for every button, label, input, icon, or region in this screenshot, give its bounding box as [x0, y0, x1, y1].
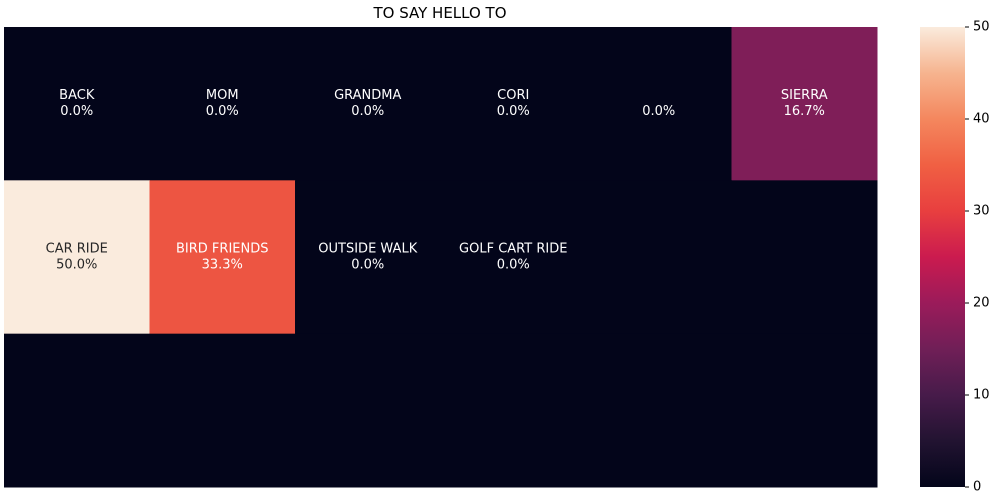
heatmap-cell — [440, 180, 587, 335]
cell-percent-label: 0.0% — [642, 104, 675, 119]
heatmap-cell — [586, 180, 732, 335]
heatmap-cell — [149, 180, 296, 335]
colorbar-tick-label: 20 — [973, 296, 990, 311]
heatmap-cell — [295, 333, 441, 488]
heatmap-cell — [149, 27, 296, 181]
cell-percent-label: 0.0% — [351, 104, 384, 119]
heatmap-cell — [586, 333, 732, 488]
heatmap-cell — [731, 27, 878, 181]
colorbar: 0 10 20 30 40 50 — [920, 20, 990, 495]
heatmap-cell — [440, 27, 587, 181]
cell-name-label: MOM — [206, 88, 239, 103]
cell-percent-label: 0.0% — [60, 104, 93, 119]
cell-name-label: GRANDMA — [334, 88, 401, 103]
heatmap-cell — [731, 333, 878, 488]
colorbar-tick-label: 10 — [973, 388, 990, 403]
cell-percent-label: 0.0% — [351, 258, 384, 273]
cell-percent-label: 16.7% — [784, 104, 825, 119]
cell-name-label: OUTSIDE WALK — [318, 242, 417, 257]
cell-name-label: GOLF CART RIDE — [459, 242, 567, 257]
heatmap-cell — [440, 333, 587, 488]
colorbar-tick-label: 40 — [973, 112, 990, 127]
cell-percent-label: 50.0% — [56, 258, 97, 273]
cell-name-label: CORI — [497, 88, 529, 103]
heatmap-cell — [731, 180, 878, 335]
heatmap-cell — [4, 27, 150, 181]
heatmap-cell — [4, 180, 150, 335]
colorbar-tick-label: 30 — [973, 204, 990, 219]
cell-percent-label: 33.3% — [202, 258, 243, 273]
cell-percent-label: 0.0% — [206, 104, 239, 119]
cell-percent-label: 0.0% — [497, 104, 530, 119]
cell-name-label: SIERRA — [781, 88, 828, 103]
colorbar-tick-label: 0 — [973, 480, 981, 495]
heatmap-cell — [149, 333, 296, 488]
colorbar-gradient — [920, 27, 965, 487]
colorbar-tick-label: 50 — [973, 20, 990, 35]
heatmap-cell — [295, 180, 441, 335]
cell-percent-label: 0.0% — [497, 258, 530, 273]
chart-title: TO SAY HELLO TO — [372, 4, 506, 22]
cell-name-label: BIRD FRIENDS — [176, 242, 268, 257]
heatmap-cell — [295, 27, 441, 181]
cell-name-label: CAR RIDE — [46, 242, 108, 257]
cell-name-label: BACK — [59, 88, 95, 103]
heatmap-cell — [4, 333, 150, 488]
heatmap-cell — [586, 27, 732, 181]
